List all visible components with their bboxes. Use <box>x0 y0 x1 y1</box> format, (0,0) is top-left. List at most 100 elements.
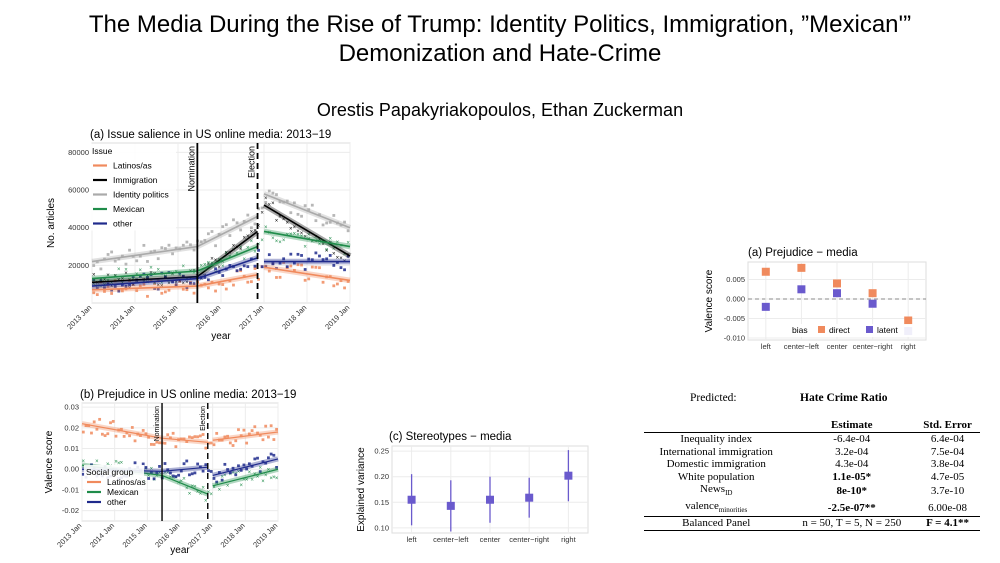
data-point <box>153 249 157 253</box>
data-point <box>156 287 160 291</box>
estimate-cell-text: 8e-10* <box>836 485 868 498</box>
data-point <box>314 265 318 269</box>
data-point <box>256 431 259 435</box>
data-point: × <box>336 255 340 261</box>
poster-authors: Orestis Papakyriakopoulos, Ethan Zuckerm… <box>316 100 684 120</box>
data-point: × <box>146 280 150 286</box>
data-point <box>296 252 300 256</box>
data-point <box>144 466 148 469</box>
estimate-cell: 4.3e-04 <box>788 458 915 471</box>
data-point: × <box>275 239 279 245</box>
chart-title: (a) Prejudice − media <box>748 247 858 259</box>
estimate-cell: 8e-10* <box>788 483 915 500</box>
data-point <box>203 275 207 279</box>
data-point <box>149 250 153 254</box>
std-error-cell-text: 6.4e-04 <box>930 433 965 445</box>
std-error-cell: 3.7e-10 <box>915 483 980 500</box>
data-point: × <box>193 484 197 490</box>
data-point <box>325 221 329 225</box>
data-point <box>239 228 243 232</box>
trend-line <box>263 193 351 229</box>
data-point <box>192 291 196 295</box>
data-point <box>343 268 346 272</box>
trend-line <box>161 466 208 472</box>
data-point <box>139 434 142 437</box>
data-point <box>307 257 311 261</box>
chart-stereotypes: (c) Stereotypes − media 0.10 0.15 0.20 0.25 E… <box>352 428 592 548</box>
estimate-cell: -6.4e-04 <box>788 433 915 446</box>
data-point <box>212 477 216 480</box>
data-point <box>321 280 325 284</box>
data-point: × <box>300 234 304 240</box>
data-point: × <box>188 491 192 497</box>
data-point: × <box>92 281 96 287</box>
data-point <box>253 264 257 268</box>
data-point <box>285 265 289 269</box>
data-point: × <box>268 203 272 209</box>
y-tick-label: 0.00 <box>64 465 79 474</box>
data-point <box>163 247 167 250</box>
estimate-cell-text: 3.2e-04 <box>835 445 869 458</box>
footer-estimate: n = 50, T = 5, N = 250 <box>788 516 916 531</box>
trend-line <box>196 230 259 278</box>
data-point <box>113 285 117 288</box>
data-point <box>179 437 183 441</box>
data-point: × <box>268 231 272 237</box>
x-tick-label: 2017 Jan <box>237 303 265 331</box>
data-point: × <box>250 239 254 245</box>
data-point <box>321 223 325 227</box>
row-name-text: Domestic immigration <box>666 458 766 470</box>
estimate-point <box>833 289 841 298</box>
y-tick-label: 0.15 <box>374 498 389 507</box>
data-point <box>247 432 251 436</box>
data-point <box>192 282 196 286</box>
column-header <box>644 418 789 433</box>
data-point <box>249 226 253 230</box>
data-point <box>246 265 250 269</box>
y-tick-label: 20000 <box>68 261 89 270</box>
predicted-label: Predicted: <box>690 392 737 404</box>
data-point <box>84 424 88 428</box>
data-point <box>124 284 128 288</box>
data-point <box>218 471 221 474</box>
trend-line <box>263 230 351 248</box>
data-point <box>300 254 303 257</box>
data-point: × <box>228 251 232 257</box>
data-point: × <box>139 268 143 274</box>
x-axis-label: year <box>170 545 190 556</box>
data-point: × <box>260 210 264 216</box>
data-point <box>258 470 262 474</box>
data-point <box>339 266 343 270</box>
data-point: × <box>275 219 279 225</box>
row-name-subscript: ID <box>725 489 733 498</box>
estimate-point <box>797 285 806 294</box>
row-name: valenceminorities <box>644 500 788 517</box>
data-point: × <box>269 476 273 482</box>
data-point <box>124 262 128 266</box>
data-point: × <box>271 236 275 242</box>
data-point: × <box>124 268 128 274</box>
data-point <box>260 206 264 210</box>
data-point <box>228 264 232 267</box>
data-point <box>256 456 259 460</box>
data-point: × <box>214 258 218 264</box>
data-point <box>223 435 227 439</box>
std-error-cell: 4.7e-05 <box>915 471 980 484</box>
data-point: × <box>321 240 325 246</box>
table-header: Predicted: Hate Crime Ratio <box>644 392 980 410</box>
std-error-cell-text: 3.7e-10 <box>930 485 965 498</box>
data-point <box>204 446 208 450</box>
data-point <box>332 214 336 217</box>
data-point <box>142 243 146 247</box>
data-point <box>303 278 307 282</box>
data-point <box>217 270 221 274</box>
x-tick-label: 2018 Jan <box>219 521 247 549</box>
chart-title: (a) Issue salience in US online media: 2… <box>90 129 331 141</box>
data-point <box>182 462 186 466</box>
data-point <box>188 473 191 477</box>
row-name-text: International immigration <box>659 445 773 458</box>
legend-label: Immigration <box>113 175 158 185</box>
data-point <box>109 421 112 425</box>
legend-title: Social group <box>86 467 134 477</box>
data-point <box>158 465 161 468</box>
